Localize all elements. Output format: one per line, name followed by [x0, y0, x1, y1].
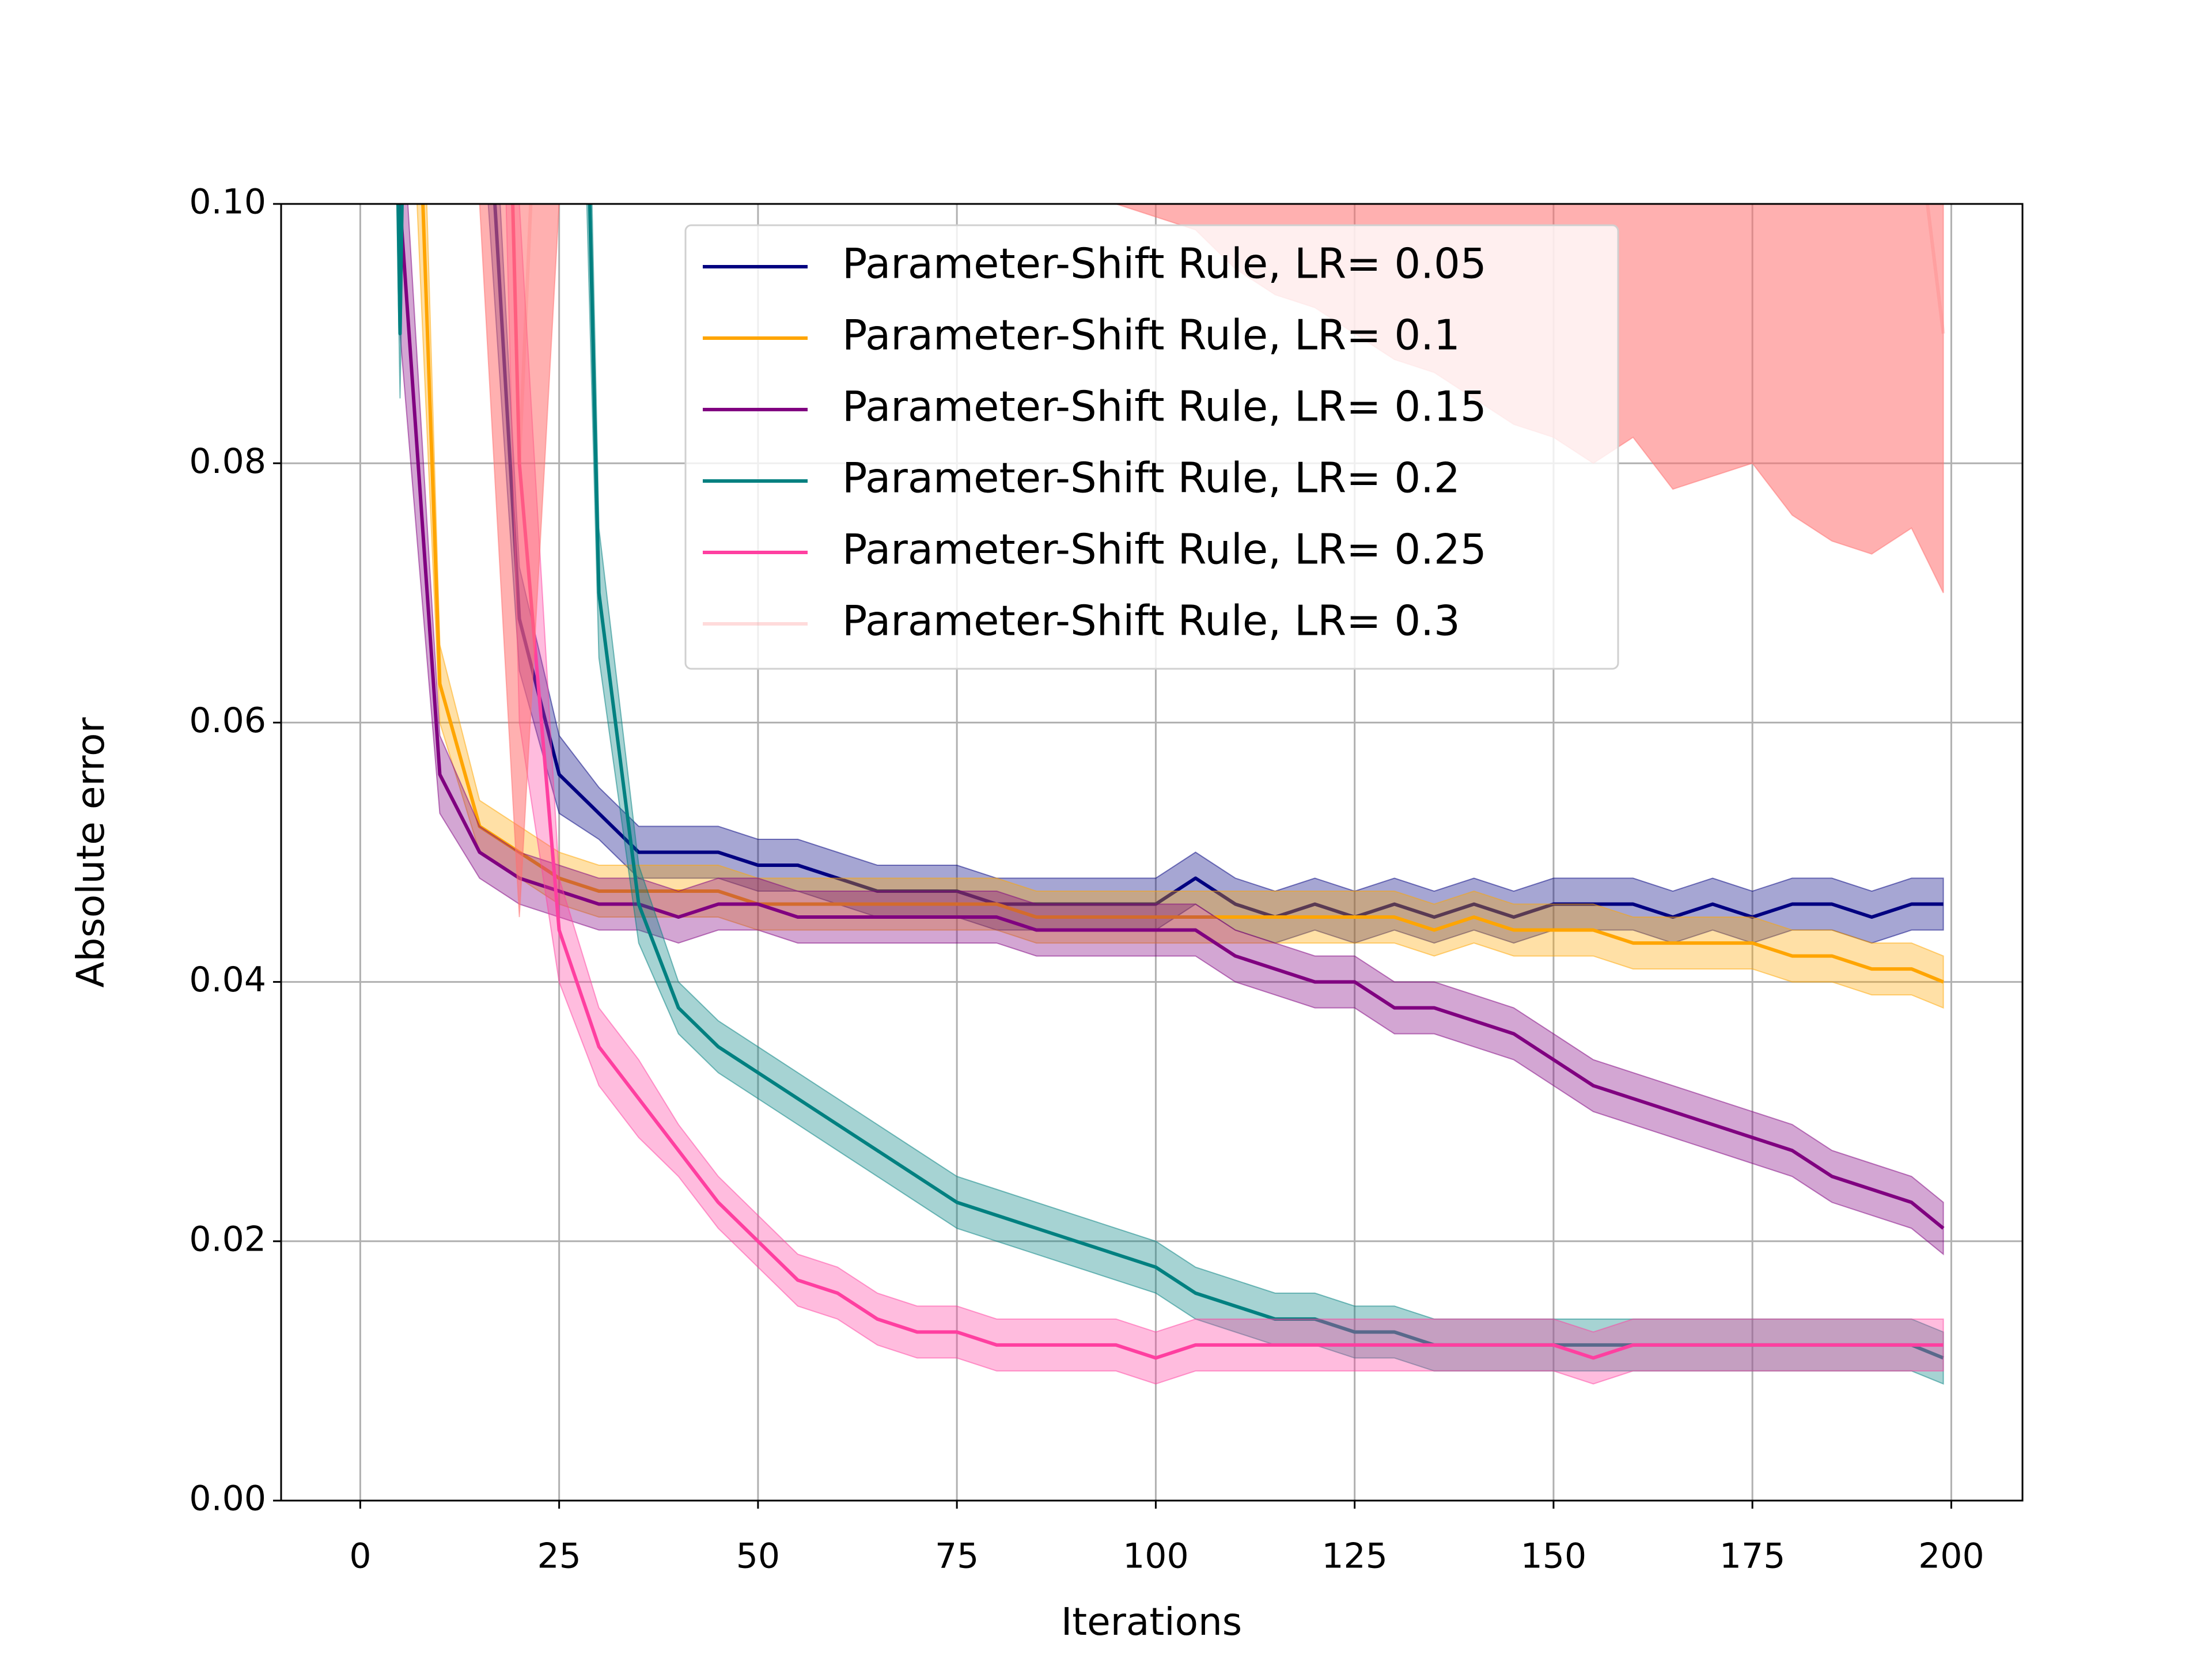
series-line — [421, 204, 1944, 984]
y-tick-label: 0.02 — [189, 1219, 266, 1259]
legend-box — [684, 224, 1619, 670]
series-line — [511, 204, 1944, 1360]
y-tick-label: 0.08 — [189, 441, 266, 482]
y-axis-label: Absolute error — [69, 717, 113, 988]
x-tick-label: 150 — [1521, 1536, 1587, 1577]
error-band — [505, 204, 1944, 1385]
plot-area — [396, 204, 1945, 1385]
y-tick-label: 0.06 — [189, 700, 266, 741]
legend-label: Parameter-Shift Rule, LR= 0.2 — [842, 454, 1460, 502]
legend-label: Parameter-Shift Rule, LR= 0.1 — [842, 311, 1460, 359]
x-axis-label: Iterations — [1061, 1600, 1242, 1644]
axes-frame — [280, 203, 2024, 1502]
legend-label: Parameter-Shift Rule, LR= 0.25 — [842, 525, 1487, 574]
series-line — [398, 204, 1945, 1230]
x-tick-label: 50 — [736, 1536, 780, 1577]
x-tick-label: 0 — [349, 1536, 371, 1577]
x-tick-label: 125 — [1321, 1536, 1388, 1577]
y-tick-label: 0.00 — [189, 1479, 266, 1519]
x-tick-label: 25 — [537, 1536, 581, 1577]
x-tick-label: 75 — [935, 1536, 979, 1577]
ticks: 0 25 50 75 100 125 150 175 200 0.00 0.02 0.04 0.06 0.… — [189, 182, 1984, 1577]
legend-label: Parameter-Shift Rule, LR= 0.3 — [842, 597, 1460, 645]
x-tick-label: 175 — [1719, 1536, 1786, 1577]
legend-label: Parameter-Shift Rule, LR= 0.05 — [842, 240, 1487, 288]
y-tick-label: 0.04 — [189, 960, 266, 1000]
x-tick-label: 100 — [1123, 1536, 1189, 1577]
error-band — [416, 204, 1944, 1009]
legend: Parameter-Shift Rule, LR= 0.05 Parameter-… — [684, 224, 1619, 670]
legend-label: Parameter-Shift Rule, LR= 0.15 — [842, 382, 1487, 431]
y-tick-label: 0.10 — [189, 182, 266, 222]
x-tick-label: 200 — [1918, 1536, 1984, 1577]
